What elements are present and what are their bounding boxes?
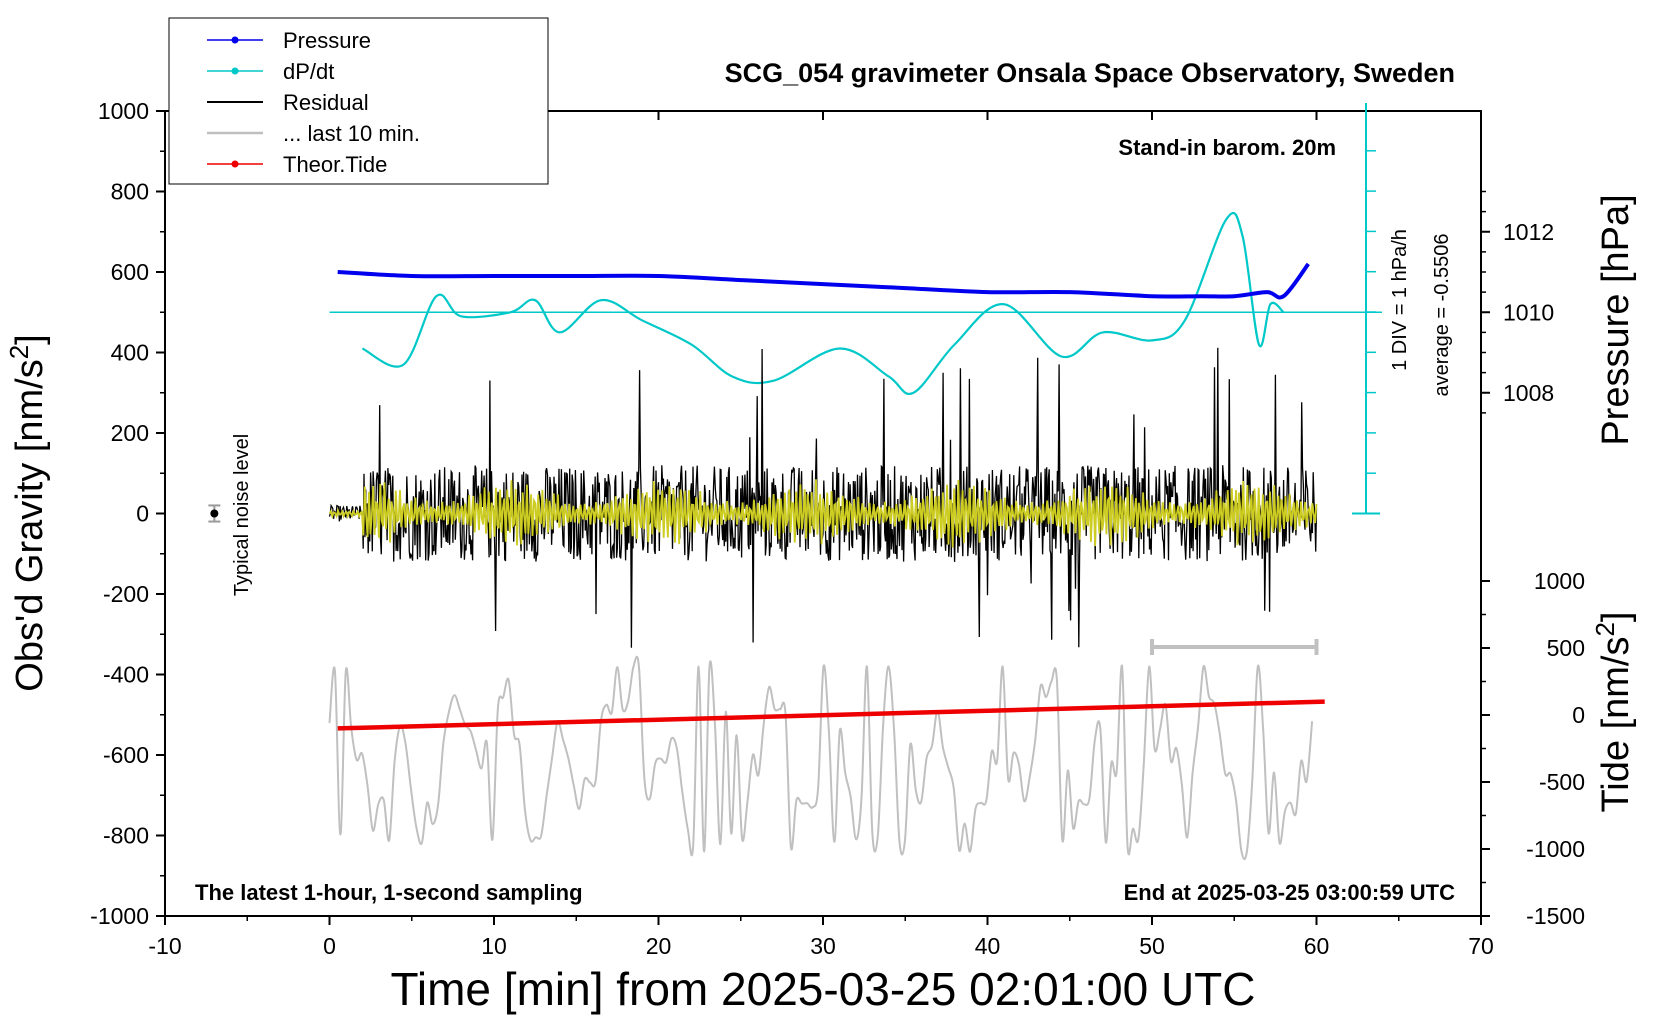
- barometer-note: Stand-in barom. 20m: [1118, 135, 1336, 160]
- chart-title: SCG_054 gravimeter Onsala Space Observat…: [725, 58, 1455, 88]
- noise-level-label: Typical noise level: [231, 434, 253, 596]
- end-time-note: End at 2025-03-25 03:00:59 UTC: [1124, 880, 1455, 905]
- y-tick-label: 400: [111, 340, 149, 366]
- axes-layer: -10 0 10 20 30 40 50 60 70 -1000 -800 -600 -400 -200 0…: [90, 98, 1585, 959]
- pressure-line: [337, 262, 1310, 300]
- x-tick-label: 20: [646, 933, 672, 959]
- legend-label-last10: ... last 10 min.: [283, 121, 420, 146]
- tide-tick-label: -1000: [1526, 836, 1585, 862]
- legend-item-residual: Residual: [207, 90, 369, 115]
- legend-label-residual: Residual: [283, 90, 369, 115]
- y-tick-label: 600: [111, 259, 149, 285]
- residual-filtered-line: [328, 479, 1318, 548]
- x-tick-label: 40: [975, 933, 1001, 959]
- average-note: average = -0.5506: [1431, 234, 1453, 397]
- residual-line: [328, 347, 1318, 648]
- legend: Pressure dP/dt Residual ... last 10 min.…: [168, 17, 549, 185]
- x-tick-label: -10: [148, 933, 181, 959]
- x-tick-label: 10: [481, 933, 507, 959]
- left-axis-title: Obs'd Gravity [nm/s2]: [4, 334, 51, 691]
- y-tick-label: 0: [136, 501, 149, 527]
- y-tick-label: 200: [111, 420, 149, 446]
- series-layer: [208, 103, 1382, 861]
- x-tick-label: 70: [1468, 933, 1494, 959]
- legend-marker-dpdt: [231, 67, 239, 75]
- legend-marker-tide: [231, 160, 239, 168]
- tide-axis-title: Tide [nm/s2]: [1590, 611, 1637, 812]
- pressure-tick-label: 1008: [1503, 380, 1554, 406]
- x-axis-title: Time [min] from 2025-03-25 02:01:00 UTC: [391, 963, 1256, 1015]
- tide-tick-label: -500: [1539, 769, 1585, 795]
- dpdt-line: [361, 212, 1285, 396]
- div-scale-note: 1 DIV = 1 hPa/h: [1389, 229, 1411, 371]
- y-tick-label: -800: [103, 823, 149, 849]
- legend-marker-pressure: [231, 36, 239, 44]
- pressure-tick-label: 1012: [1503, 219, 1554, 245]
- tide-tick-label: 1000: [1534, 568, 1585, 594]
- tide-tick-label: 500: [1547, 635, 1585, 661]
- sampling-note: The latest 1-hour, 1-second sampling: [195, 880, 583, 905]
- y-tick-label: 1000: [98, 98, 149, 124]
- legend-label-tide: Theor.Tide: [283, 152, 387, 177]
- y-tick-label: -400: [103, 662, 149, 688]
- x-tick-label: 60: [1304, 933, 1330, 959]
- y-tick-label: -600: [103, 742, 149, 768]
- x-tick-label: 30: [810, 933, 836, 959]
- tide-tick-label: 0: [1572, 702, 1585, 728]
- pressure-tick-label: 1010: [1503, 299, 1554, 325]
- y-tick-label: -1000: [90, 903, 149, 929]
- tide-tick-label: -1500: [1526, 903, 1585, 929]
- x-tick-label: 0: [323, 933, 336, 959]
- pressure-axis-title: Pressure [hPa]: [1595, 194, 1637, 445]
- legend-label-pressure: Pressure: [283, 28, 371, 53]
- legend-item-last10: ... last 10 min.: [207, 121, 420, 146]
- y-tick-label: -200: [103, 581, 149, 607]
- legend-item-tide: Theor.Tide: [207, 152, 387, 177]
- last-10-min-line: [328, 655, 1314, 861]
- legend-label-dpdt: dP/dt: [283, 59, 334, 84]
- y-tick-label: 800: [111, 179, 149, 205]
- x-tick-label: 50: [1139, 933, 1165, 959]
- tide-line: [337, 699, 1325, 731]
- legend-item-pressure: Pressure: [207, 28, 371, 53]
- noise-point: [210, 509, 219, 518]
- legend-item-dpdt: dP/dt: [207, 59, 334, 84]
